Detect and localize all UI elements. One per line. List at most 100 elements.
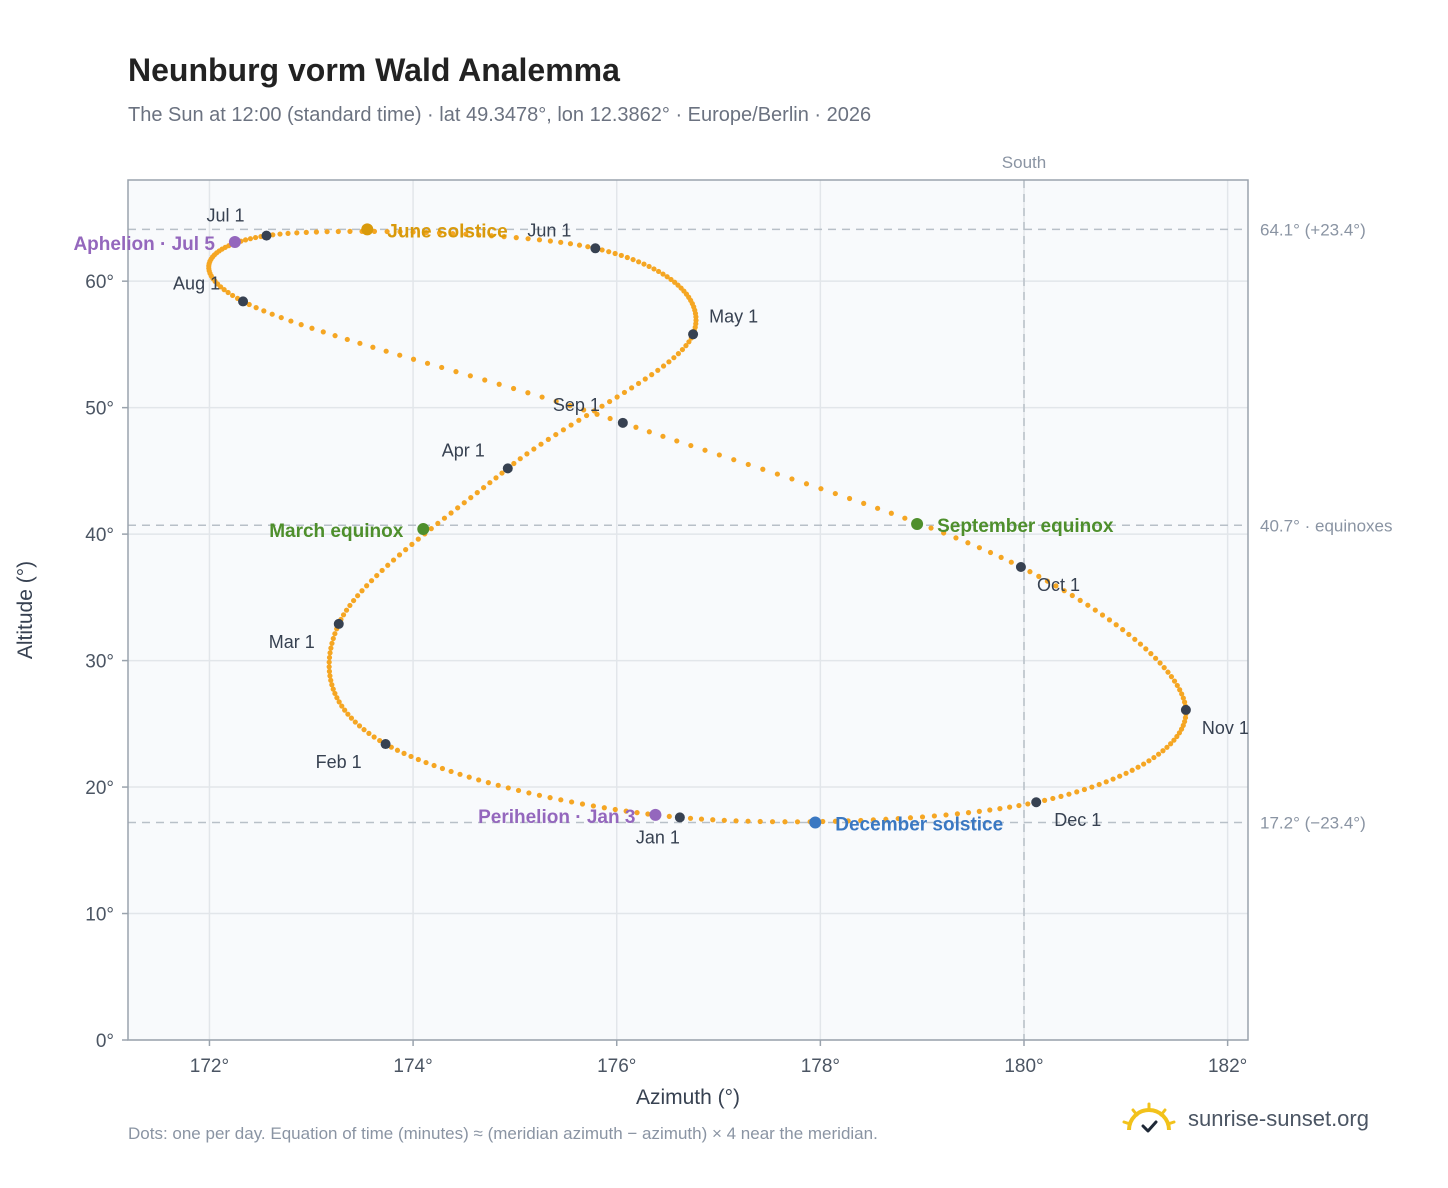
month-label: Apr 1 — [442, 440, 485, 460]
daily-dot — [324, 229, 330, 235]
daily-dot — [954, 811, 960, 817]
daily-dot — [1141, 761, 1147, 767]
month-label: Mar 1 — [269, 632, 315, 652]
daily-dot — [1120, 627, 1126, 633]
daily-dot — [733, 818, 739, 824]
daily-dot — [285, 230, 291, 237]
daily-dot — [339, 703, 345, 709]
daily-dot — [510, 385, 517, 392]
footnote: Dots: one per day. Equation of time (min… — [128, 1124, 878, 1143]
month-label: Jul 1 — [206, 206, 244, 226]
daily-dot — [450, 230, 456, 237]
daily-dot — [326, 654, 333, 661]
daily-dot — [526, 790, 532, 796]
daily-dot — [326, 659, 332, 665]
month-marker — [380, 739, 391, 750]
daily-dot — [1179, 691, 1185, 697]
daily-dot — [247, 236, 254, 242]
daily-dot — [782, 819, 788, 825]
daily-dot — [359, 588, 365, 594]
daily-dot — [453, 369, 459, 375]
daily-dot — [513, 235, 519, 241]
daily-dot — [1168, 741, 1174, 747]
daily-dot — [340, 612, 347, 618]
y-tick-label: 10° — [85, 905, 114, 926]
daily-dot — [467, 373, 473, 379]
daily-dot — [820, 818, 826, 825]
daily-dot — [645, 811, 651, 817]
daily-dot — [560, 427, 567, 433]
daily-dot — [505, 785, 511, 791]
daily-dot — [769, 819, 776, 825]
daily-dot — [1164, 744, 1170, 750]
daily-dot — [675, 351, 681, 357]
daily-dot — [774, 471, 780, 477]
month-label: Aug 1 — [173, 273, 220, 293]
daily-dot — [493, 475, 499, 481]
daily-dot — [1008, 559, 1014, 565]
daily-dot — [476, 232, 482, 238]
daily-dot — [457, 771, 463, 777]
brand-name: sunrise-sunset.org — [1188, 1106, 1369, 1131]
y-tick-label: 50° — [85, 399, 114, 420]
daily-dot — [1089, 784, 1095, 790]
daily-dot — [553, 431, 559, 438]
daily-dot — [329, 640, 335, 646]
daily-dot — [355, 593, 361, 599]
daily-dot — [858, 817, 864, 824]
daily-dot — [288, 318, 294, 324]
daily-dot — [895, 815, 901, 822]
daily-dot — [567, 241, 574, 247]
daily-dot — [345, 711, 351, 717]
brand[interactable]: sunrise-sunset.org — [1120, 1102, 1369, 1136]
daily-dot — [1157, 660, 1163, 666]
event-label: Aphelion · Jul 5 — [73, 234, 215, 255]
daily-dot — [687, 815, 694, 821]
daily-dot — [674, 438, 680, 444]
event-marker — [809, 816, 822, 829]
daily-dot — [745, 461, 751, 468]
daily-dot — [1113, 622, 1119, 628]
daily-dot — [1074, 789, 1080, 795]
daily-dot — [846, 495, 853, 502]
daily-dot — [431, 762, 437, 769]
daily-dot — [309, 325, 315, 331]
event-label: September equinox — [937, 516, 1114, 537]
daily-dot — [760, 466, 766, 472]
daily-dots — [206, 228, 1189, 825]
daily-dot — [1165, 669, 1171, 675]
daily-dot — [1041, 797, 1048, 803]
daily-dot — [463, 231, 469, 237]
daily-dot — [485, 780, 491, 786]
daily-dot — [253, 305, 259, 311]
daily-dot — [646, 263, 652, 270]
daily-dot — [599, 247, 605, 253]
daily-dot — [415, 756, 421, 763]
daily-dot — [1180, 695, 1186, 701]
daily-dot — [368, 578, 375, 584]
daily-dot — [1135, 764, 1141, 770]
month-marker — [617, 417, 628, 428]
daily-dot — [330, 635, 336, 642]
daily-dot — [668, 276, 674, 283]
daily-dot — [403, 547, 409, 553]
event-marker — [228, 235, 241, 248]
daily-dot — [1181, 699, 1188, 705]
daily-dot — [803, 481, 810, 487]
x-axis-label: Azimuth (°) — [636, 1086, 740, 1109]
daily-dot — [332, 333, 338, 339]
y-tick-label: 40° — [85, 525, 114, 546]
daily-dot — [757, 818, 763, 825]
daily-dot — [832, 818, 839, 824]
daily-dot — [599, 403, 605, 409]
daily-dot — [664, 274, 670, 280]
month-marker — [502, 463, 513, 474]
daily-dot — [356, 723, 363, 729]
daily-dot — [313, 229, 319, 235]
daily-dot — [642, 376, 648, 382]
month-label: Oct 1 — [1037, 575, 1080, 595]
daily-dot — [646, 429, 652, 435]
daily-dot — [672, 279, 678, 285]
y-tick-label: 30° — [85, 652, 114, 673]
